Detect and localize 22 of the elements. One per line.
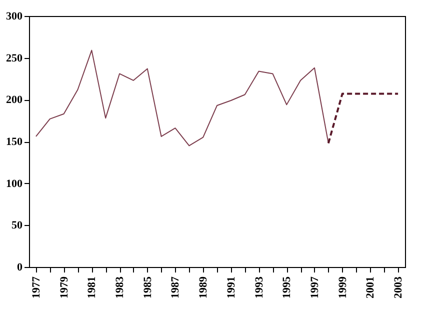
y-tick-label: 0 <box>17 262 23 274</box>
x-tick-label: 1999 <box>336 276 349 298</box>
y-tick-label: 100 <box>6 178 23 190</box>
x-tick-label: 1987 <box>170 276 182 298</box>
x-tick-label: 1977 <box>30 276 42 298</box>
x-tick-label: 1995 <box>281 276 294 298</box>
x-tick-label: 1981 <box>86 276 98 298</box>
x-tick-label: 1989 <box>198 276 210 298</box>
y-tick-label: 50 <box>12 220 23 232</box>
x-tick-label: 2003 <box>392 276 405 298</box>
line-series <box>35 50 329 146</box>
y-tick-label: 300 <box>6 10 23 22</box>
y-tick-label: 200 <box>6 94 23 106</box>
x-tick-label: 1983 <box>114 276 126 298</box>
x-tick-label: 1991 <box>225 276 238 298</box>
y-tick-label: 150 <box>6 136 23 148</box>
x-tick-label: 1997 <box>308 276 321 298</box>
y-tick-label: 250 <box>6 52 23 64</box>
x-tick-label: 1979 <box>58 276 70 298</box>
x-tick-label: 2001 <box>364 276 377 298</box>
x-tick-label: 1993 <box>253 276 266 298</box>
x-tick-label: 1985 <box>142 276 154 298</box>
